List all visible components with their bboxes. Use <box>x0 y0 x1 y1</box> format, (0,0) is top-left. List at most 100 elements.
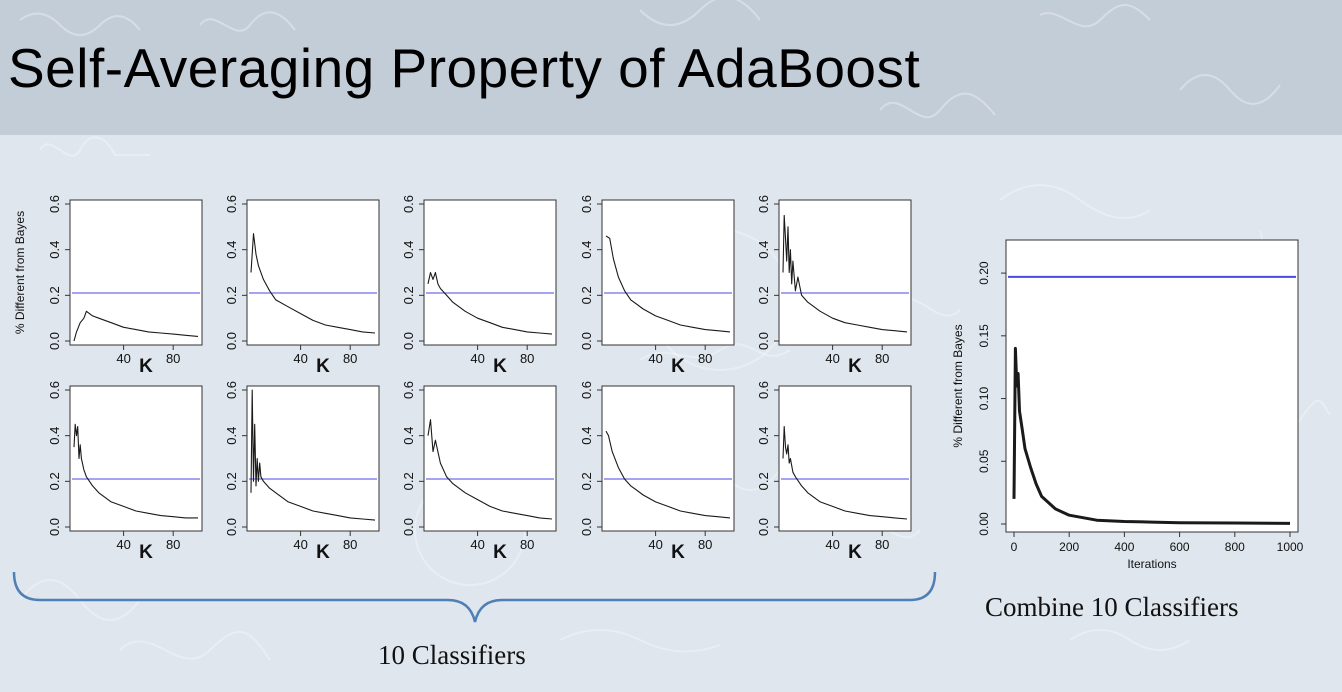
x-axis-label: Iterations <box>1127 557 1176 571</box>
error-curve <box>250 389 376 521</box>
y-tick-label: 0.0 <box>579 332 594 350</box>
y-tick-label: 0.2 <box>224 286 239 304</box>
y-tick-label: 0.0 <box>224 518 239 536</box>
plot-frame <box>69 199 203 346</box>
y-tick-label: 0.20 <box>977 261 991 285</box>
y-tick-label: 0.2 <box>401 472 416 490</box>
y-tick-label: 0.4 <box>756 241 771 259</box>
x-tick-label: 80 <box>343 351 357 366</box>
error-curve <box>427 271 553 335</box>
plot-frame <box>1005 239 1299 533</box>
y-tick-label: 0.6 <box>579 195 594 213</box>
x-tick-label: 80 <box>166 351 180 366</box>
y-tick-label: 0.0 <box>47 518 62 536</box>
plot-frame <box>778 199 912 346</box>
x-tick-label: 800 <box>1225 540 1245 554</box>
y-axis-label: % Different from Bayes <box>951 324 965 447</box>
y-tick-label: 0.4 <box>756 427 771 445</box>
y-tick-label: 0.2 <box>579 286 594 304</box>
panel-small-6: 40 80 0.0 0.2 0.4 0.6 K <box>47 381 203 563</box>
y-tick-label: 0.4 <box>579 241 594 259</box>
x-tick-label: 80 <box>875 351 889 366</box>
error-curve <box>427 419 553 520</box>
x-tick-label: 40 <box>648 351 662 366</box>
y-axis-label: % Different from Bayes <box>13 211 27 334</box>
x-axis-label: K <box>671 356 685 377</box>
plot-frame <box>601 199 735 346</box>
y-tick-label: 0.2 <box>47 286 62 304</box>
x-tick-label: 80 <box>520 351 534 366</box>
plot-frame <box>601 385 735 532</box>
x-tick-label: 80 <box>875 537 889 552</box>
x-axis-label: K <box>316 542 330 563</box>
x-axis-label: K <box>139 356 153 377</box>
x-tick-label: 40 <box>648 537 662 552</box>
x-tick-label: 80 <box>698 351 712 366</box>
panel-small-3: 40 80 0.0 0.2 0.4 0.6 K <box>401 195 557 377</box>
y-tick-label: 0.6 <box>756 381 771 399</box>
y-tick-label: 0.2 <box>756 472 771 490</box>
y-tick-label: 0.2 <box>756 286 771 304</box>
x-tick-label: 0 <box>1011 540 1018 554</box>
y-tick-label: 0.6 <box>224 381 239 399</box>
slide-title: Self-Averaging Property of AdaBoost <box>8 37 921 99</box>
y-tick-label: 0.10 <box>977 387 991 411</box>
panel-small-2: 40 80 0.0 0.2 0.4 0.6 K <box>224 195 380 377</box>
x-axis-label: K <box>848 542 862 563</box>
y-tick-label: 0.6 <box>401 195 416 213</box>
panel-small-5: 40 80 0.0 0.2 0.4 0.6 K <box>756 195 912 377</box>
x-axis-label: K <box>671 542 685 563</box>
y-tick-label: 0.0 <box>224 332 239 350</box>
error-curve <box>1012 346 1291 525</box>
x-axis-label: K <box>848 356 862 377</box>
error-curve <box>73 423 198 519</box>
y-tick-label: 0.15 <box>977 324 991 348</box>
x-tick-label: 1000 <box>1277 540 1304 554</box>
y-tick-label: 0.4 <box>579 427 594 445</box>
y-tick-label: 0.0 <box>401 518 416 536</box>
x-tick-label: 40 <box>116 537 130 552</box>
x-axis-label: K <box>139 542 153 563</box>
panel-small-7: 40 80 0.0 0.2 0.4 0.6 K <box>224 381 380 563</box>
y-tick-label: 0.0 <box>756 518 771 536</box>
y-tick-label: 0.05 <box>977 449 991 473</box>
y-tick-label: 0.6 <box>401 381 416 399</box>
y-tick-label: 0.2 <box>401 286 416 304</box>
y-tick-label: 0.6 <box>47 195 62 213</box>
x-tick-label: 40 <box>825 537 839 552</box>
panel-combined: 0 200 400 600 800 1000 0.00 0.05 0.10 0.15 0.20 Ite… <box>951 239 1304 571</box>
x-tick-label: 40 <box>293 537 307 552</box>
y-tick-label: 0.2 <box>579 472 594 490</box>
error-curve <box>250 233 376 334</box>
error-curve <box>782 425 908 520</box>
panel-small-10: 40 80 0.0 0.2 0.4 0.6 K <box>756 381 912 563</box>
y-tick-label: 0.6 <box>47 381 62 399</box>
x-tick-label: 40 <box>293 351 307 366</box>
error-curve <box>605 430 731 519</box>
y-tick-label: 0.4 <box>401 427 416 445</box>
x-tick-label: 40 <box>470 351 484 366</box>
plot-frame <box>69 385 203 532</box>
panel-small-1: 40 80 0.0 0.2 0.4 0.6 K % Different from Bayes <box>13 195 203 377</box>
panel-small-4: 40 80 0.0 0.2 0.4 0.6 K <box>579 195 735 377</box>
x-tick-label: 80 <box>166 537 180 552</box>
header-band <box>0 0 1342 135</box>
x-tick-label: 80 <box>343 537 357 552</box>
x-tick-label: 80 <box>698 537 712 552</box>
error-curve <box>605 235 731 333</box>
grouping-brace <box>12 571 937 623</box>
y-tick-label: 0.4 <box>224 427 239 445</box>
y-tick-label: 0.0 <box>401 332 416 350</box>
x-tick-label: 40 <box>825 351 839 366</box>
plot-frame <box>246 199 380 346</box>
y-tick-label: 0.4 <box>401 241 416 259</box>
plot-frame <box>246 385 380 532</box>
x-tick-label: 600 <box>1170 540 1190 554</box>
x-tick-label: 80 <box>520 537 534 552</box>
y-tick-label: 0.6 <box>579 381 594 399</box>
panel-small-8: 40 80 0.0 0.2 0.4 0.6 K <box>401 381 557 563</box>
y-tick-label: 0.0 <box>47 332 62 350</box>
y-tick-label: 0.0 <box>579 518 594 536</box>
y-tick-label: 0.0 <box>756 332 771 350</box>
